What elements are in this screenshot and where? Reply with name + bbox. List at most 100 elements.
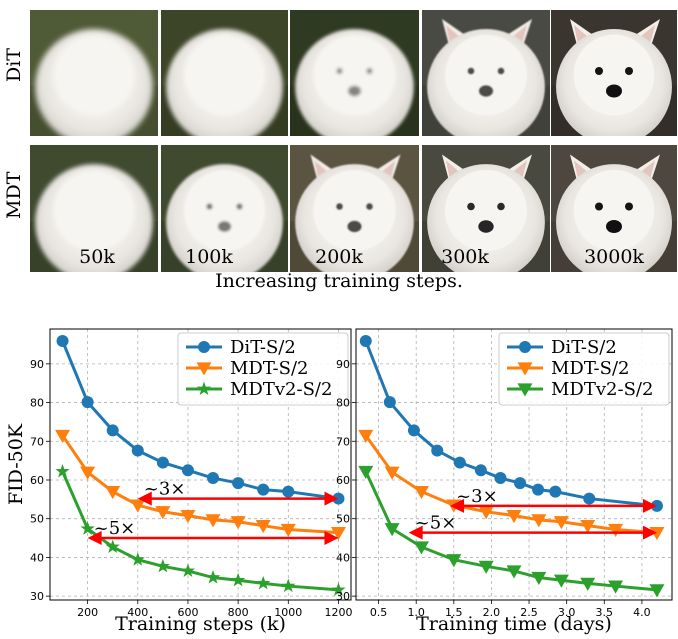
data-point-mdt-s-2	[384, 466, 400, 480]
dog-eye-left	[206, 203, 213, 210]
dog-head	[183, 34, 266, 116]
x-tick-label: 1.5	[445, 606, 463, 619]
arrow-head-left	[87, 531, 102, 546]
data-point-dit-s-2	[106, 424, 119, 437]
data-point-dit-s-2	[282, 485, 295, 498]
y-tick-label: 80	[336, 397, 350, 410]
data-point-mdt-s-2	[180, 509, 196, 524]
series-dit-s-2	[359, 335, 663, 512]
dog-head	[445, 34, 527, 116]
y-tick-label: 30	[336, 590, 350, 603]
data-point-dit-s-2	[474, 464, 487, 477]
dog-nose	[606, 84, 622, 98]
arrow-head-right	[324, 491, 339, 506]
y-axis-label: FID-50K	[5, 423, 27, 505]
series-mdtv2-s-2	[55, 463, 346, 596]
data-point-dit-s-2	[514, 477, 527, 490]
legend-marker	[517, 383, 533, 397]
x-axis-label: Training time (days)	[416, 613, 612, 635]
step-label-100k: 100k	[185, 246, 233, 268]
speedup-label: ~3×	[144, 479, 186, 500]
plot-frame	[49, 328, 352, 601]
dog-eye-right	[497, 67, 505, 75]
y-tick-label: 70	[30, 435, 44, 448]
dog-head	[313, 169, 396, 252]
legend-marker	[517, 362, 533, 376]
legend-label: DiT-S/2	[230, 337, 296, 358]
series-dit-s-2	[56, 335, 345, 505]
dog-head	[183, 169, 266, 252]
data-point-mdtv2-s-2	[358, 465, 374, 479]
y-tick-label: 90	[30, 358, 44, 371]
thumbnail-mdt-300k	[422, 145, 550, 272]
y-tick-label: 30	[30, 590, 44, 603]
y-tick-label: 60	[30, 474, 44, 487]
arrow-head-right	[324, 531, 339, 546]
dog-eye-right	[625, 202, 633, 211]
data-point-dit-s-2	[359, 335, 372, 348]
data-point-dit-s-2	[549, 485, 562, 498]
dog-eye-right	[625, 67, 633, 75]
data-point-dit-s-2	[81, 396, 94, 409]
data-point-mdt-s-2	[55, 429, 71, 443]
x-tick-label: 4.0	[633, 606, 651, 619]
legend-box	[177, 332, 349, 406]
data-point-dit-s-2	[583, 492, 596, 505]
data-point-mdtv2-s-2	[281, 578, 296, 593]
chart-1: 30 40 50 60 70 80 90 200 400 600 800 1000 1200 ~3× ~5×…	[5, 328, 352, 635]
data-point-mdt-s-2	[478, 506, 494, 520]
x-tick-label: 2.5	[520, 606, 538, 619]
legend-marker	[519, 341, 531, 353]
dog-eye-right	[366, 68, 373, 74]
thumbnail-mdt-3000k	[551, 145, 677, 272]
y-tick-label: 50	[336, 513, 350, 526]
x-tick-label: 1000	[274, 606, 302, 619]
data-point-mdtv2-s-2	[413, 541, 429, 555]
step-label-50k: 50k	[79, 246, 115, 268]
data-point-mdtv2-s-2	[130, 552, 145, 566]
data-point-mdt-s-2	[413, 485, 429, 500]
data-point-mdtv2-s-2	[205, 570, 221, 584]
data-point-dit-s-2	[232, 477, 245, 490]
arrow-head-right	[642, 498, 657, 513]
thumbnail-dit-100k	[161, 10, 288, 136]
legend-label: DiT-S/2	[551, 337, 617, 358]
arrow-head-left	[408, 525, 423, 540]
data-point-mdtv2-s-2	[230, 572, 246, 587]
data-point-mdt-s-2	[506, 509, 522, 524]
dog-eye-left	[336, 203, 343, 210]
data-point-mdt-s-2	[649, 527, 665, 541]
data-point-mdt-s-2	[280, 523, 296, 538]
y-tick-label: 80	[30, 397, 44, 410]
speedup-label: ~3×	[456, 486, 498, 507]
thumbnail-mdt-50k	[30, 145, 158, 272]
x-tick-label: 400	[127, 606, 148, 619]
dog-head	[445, 169, 527, 252]
dog-nose	[217, 221, 232, 232]
data-point-dit-s-2	[156, 456, 169, 469]
legend-label: MDTv2-S/2	[230, 379, 332, 400]
series-mdtv2-s-2	[358, 465, 665, 598]
data-point-dit-s-2	[56, 335, 69, 348]
dog-eye-right	[497, 202, 505, 211]
data-point-mdt-s-2	[330, 527, 346, 541]
dog-nose	[348, 85, 361, 97]
speedup-label: ~5×	[415, 513, 457, 534]
series-mdt-s-2	[358, 429, 665, 541]
y-tick-label: 40	[336, 551, 350, 564]
data-point-mdt-s-2	[105, 485, 121, 500]
dog-nose	[347, 220, 362, 233]
data-point-mdtv2-s-2	[55, 463, 70, 478]
x-axis-label: Training steps (k)	[115, 613, 286, 635]
dog-head	[573, 169, 655, 252]
x-tick-label: 2.0	[483, 606, 501, 619]
data-point-mdtv2-s-2	[553, 574, 569, 588]
x-tick-label: 3.0	[558, 606, 576, 619]
data-point-dit-s-2	[383, 396, 396, 409]
dog-eye-right	[236, 203, 243, 210]
dog-eye-left	[595, 202, 603, 211]
data-point-mdtv2-s-2	[105, 539, 120, 554]
x-tick-label: 800	[228, 606, 249, 619]
